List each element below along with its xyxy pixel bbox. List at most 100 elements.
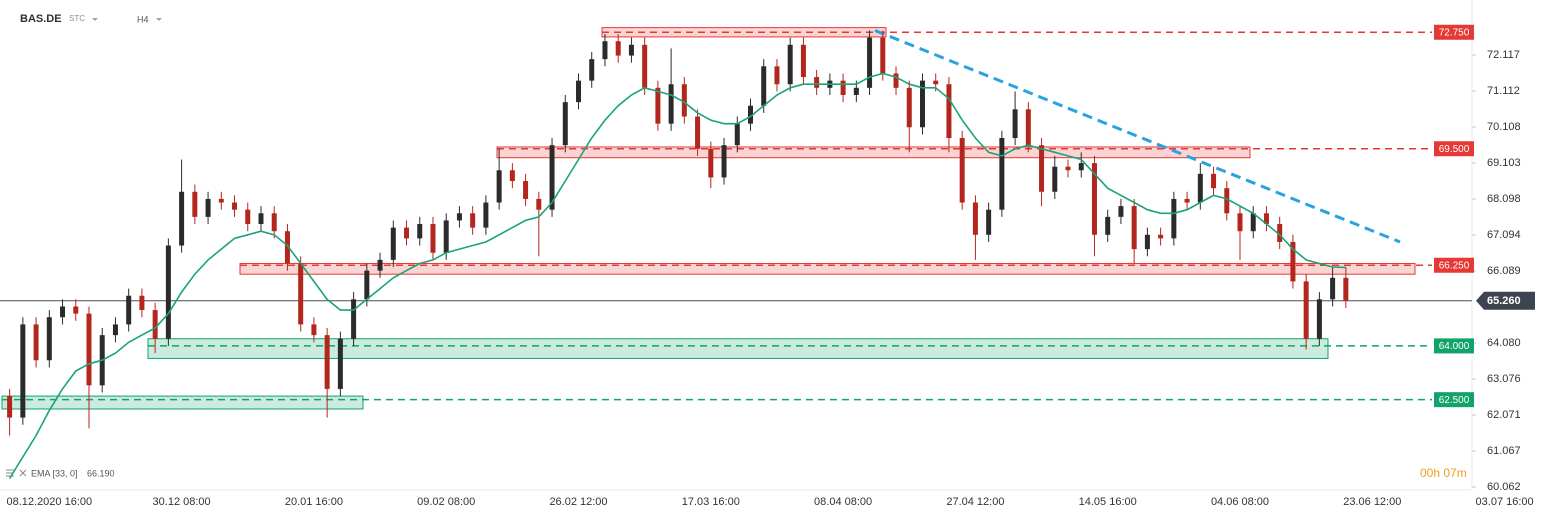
candle-body — [1237, 213, 1243, 232]
y-tick-label: 64.080 — [1487, 337, 1521, 349]
candle-body — [840, 80, 846, 95]
candle-body — [179, 191, 185, 246]
candle-body — [959, 138, 965, 203]
x-tick-label: 27.04 12:00 — [946, 496, 1004, 508]
candle-body — [73, 306, 79, 314]
candle-body — [20, 324, 26, 418]
zone — [147, 338, 1329, 359]
candle-body — [1303, 281, 1309, 339]
candle-body — [324, 335, 330, 389]
ema-line — [8, 72, 1346, 479]
x-tick-label: 14.05 16:00 — [1079, 496, 1137, 508]
x-tick-label: 08.12.2020 16:00 — [6, 496, 92, 508]
market[interactable]: STC — [69, 14, 85, 23]
candle-body — [496, 170, 502, 203]
candle-body — [695, 116, 701, 149]
candle-body — [549, 145, 555, 210]
level-tag — [1434, 392, 1474, 408]
candle-body — [1316, 299, 1322, 339]
y-tick-label: 60.062 — [1487, 481, 1521, 493]
y-tick-label: 62.071 — [1487, 409, 1521, 421]
candle-body — [337, 338, 343, 389]
candle-body — [853, 87, 859, 95]
trendline — [874, 29, 1401, 244]
zone — [496, 146, 1251, 159]
interval-caret — [156, 18, 162, 21]
level-label: 72.750 — [1439, 27, 1470, 38]
x-tick-label: 30.12 08:00 — [153, 496, 211, 508]
x-tick-label: 09.02 08:00 — [417, 496, 475, 508]
y-tick-label: 71.112 — [1487, 85, 1520, 97]
level-label: 66.250 — [1439, 260, 1470, 271]
candle-body — [483, 202, 489, 228]
candle-body — [1078, 163, 1084, 171]
candle-body — [46, 317, 52, 361]
candle-body — [814, 77, 820, 88]
candle-body — [1211, 173, 1217, 189]
candle-body — [232, 202, 238, 210]
candle-body — [1025, 109, 1031, 146]
candle-body — [245, 209, 251, 225]
candle-body — [126, 295, 132, 325]
candle-body — [668, 84, 674, 124]
candle-body — [946, 84, 952, 139]
candle-body — [972, 202, 978, 235]
zone — [239, 262, 1416, 275]
candle-body — [628, 44, 634, 56]
candle-body — [509, 170, 515, 182]
candle-body — [298, 263, 304, 325]
candle-body — [390, 227, 396, 260]
candle-body — [986, 209, 992, 235]
candle-body — [642, 44, 648, 88]
candle-body — [933, 80, 939, 85]
candle-body — [747, 105, 753, 124]
candle-body — [218, 198, 224, 203]
candle-body — [152, 310, 158, 339]
ema-legend-icons[interactable] — [6, 469, 27, 477]
x-tick-label: 03.07 16:00 — [1476, 496, 1534, 508]
candle-body — [165, 245, 171, 339]
symbol[interactable]: BAS.DE — [20, 13, 62, 25]
candle-body — [1224, 188, 1230, 214]
x-tick-label: 04.06 08:00 — [1211, 496, 1269, 508]
candle-body — [761, 66, 767, 106]
interval[interactable]: H4 — [137, 14, 149, 24]
candle-body — [139, 295, 145, 311]
candle-body — [536, 198, 542, 210]
y-tick-label: 69.103 — [1487, 157, 1521, 169]
candle-body — [1277, 224, 1283, 242]
candle-body — [787, 44, 793, 85]
candle-body — [1091, 163, 1097, 235]
candle-body — [1158, 234, 1164, 239]
candle-body — [430, 224, 436, 253]
y-tick-label: 66.089 — [1487, 265, 1521, 277]
candle-body — [311, 324, 317, 336]
candle-body — [999, 138, 1005, 210]
x-tick-label: 26.02 12:00 — [549, 496, 607, 508]
candle-body — [602, 41, 608, 60]
candle-body — [112, 324, 118, 336]
ema-legend-value: 66.190 — [87, 468, 115, 478]
candle-body — [443, 220, 449, 253]
candle-body — [1052, 166, 1058, 192]
candle-body — [1330, 277, 1336, 300]
last-price-label: 65.260 — [1487, 295, 1521, 307]
candle-body — [1118, 206, 1124, 217]
x-tick-label: 23.06 12:00 — [1343, 496, 1401, 508]
candle-body — [1012, 109, 1018, 139]
market-caret — [92, 18, 98, 21]
candle-body — [1184, 198, 1190, 203]
y-tick-label: 72.117 — [1487, 49, 1520, 61]
candle-body — [1105, 216, 1111, 235]
candle-body — [906, 87, 912, 128]
candle-body — [1197, 173, 1203, 203]
candle-body — [1144, 234, 1150, 250]
candle-body — [774, 66, 780, 85]
candle-body — [404, 227, 410, 239]
candle-body — [1131, 206, 1137, 250]
level-label: 62.500 — [1439, 395, 1470, 406]
candle-body — [60, 306, 66, 318]
candle-body — [589, 59, 595, 81]
